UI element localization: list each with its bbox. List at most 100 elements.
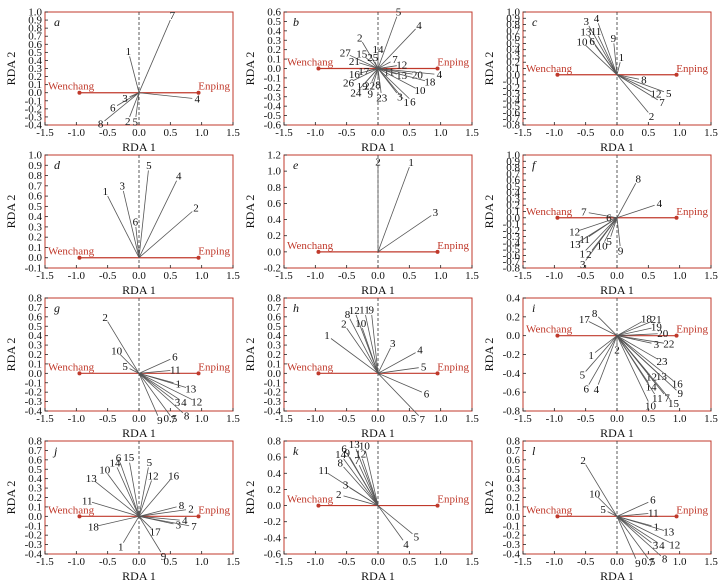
species-vector xyxy=(588,212,618,219)
species-vector xyxy=(616,516,662,557)
species-vector xyxy=(138,480,152,517)
site-label: Wenchang xyxy=(526,206,573,218)
species-label: 18 xyxy=(88,521,100,533)
y-tick-label: 0.8 xyxy=(506,436,520,448)
species-vector xyxy=(616,515,665,531)
species-vector xyxy=(365,56,379,69)
site-point xyxy=(674,514,679,519)
x-tick-label: 1.0 xyxy=(195,413,209,425)
y-tick-label: 0.8 xyxy=(506,19,520,31)
species-vector xyxy=(616,515,671,544)
y-tick-label: -0.4 xyxy=(25,120,43,132)
y-tick-label: 0.5 xyxy=(506,181,520,193)
y-tick-label: 1.2 xyxy=(267,150,281,162)
panel-letter: c xyxy=(532,15,538,29)
site-point xyxy=(316,503,321,508)
x-tick-label: -0.5 xyxy=(338,270,356,282)
y-tick-label: 0.4 xyxy=(28,473,42,485)
y-tick-label: -0.2 xyxy=(503,530,520,542)
species-label: 4 xyxy=(194,93,200,105)
species-label: 6 xyxy=(606,212,612,224)
panel-letter: j xyxy=(52,444,58,458)
species-label: 12 xyxy=(355,449,366,461)
species-label: 8 xyxy=(98,119,104,131)
y-tick-label: -0.3 xyxy=(25,396,43,408)
species-vector xyxy=(355,448,379,506)
x-tick-label: -1.0 xyxy=(546,270,564,282)
species-vector xyxy=(107,195,140,258)
site-label: Wenchang xyxy=(287,240,334,252)
species-vector xyxy=(129,92,140,118)
panel-k: -1.5 -1.0 -0.5 0.0 0.5 1.0 1.5 -0.6 -0.4 -0.2 0.0 0… xyxy=(243,436,479,584)
species-vector xyxy=(138,506,177,517)
species-label: 11 xyxy=(384,66,395,78)
species-label: 1 xyxy=(408,157,414,169)
y-tick-label: 0.4 xyxy=(506,473,520,485)
site-label: Enping xyxy=(198,361,230,373)
y-tick-label: 0.0 xyxy=(267,63,281,75)
y-tick-label: 0.8 xyxy=(506,162,520,174)
x-axis-label: RDA 1 xyxy=(122,426,156,440)
species-vector xyxy=(349,54,379,69)
species-label: 22 xyxy=(364,81,375,93)
x-tick-label: 0.0 xyxy=(610,556,624,568)
y-tick-label: -0.2 xyxy=(264,387,281,399)
species-label: 7 xyxy=(354,455,360,467)
species-vector xyxy=(616,62,621,75)
site-point xyxy=(435,249,440,254)
y-tick-label: 0.0 xyxy=(506,212,520,224)
species-label: 13 xyxy=(349,439,361,451)
species-label: 5 xyxy=(132,116,138,128)
species-label: 8 xyxy=(641,75,647,87)
y-tick-label: 0.2 xyxy=(506,200,520,212)
panel-f: -1.5 -1.0 -0.5 0.0 0.5 1.0 1.5-0.8-0.7-0.6-0.5… xyxy=(482,150,718,298)
x-tick-label: 0.5 xyxy=(163,413,177,425)
species-label: 24 xyxy=(350,87,362,99)
panel-letter: f xyxy=(532,158,537,172)
y-tick-label: 0.7 xyxy=(506,25,520,37)
species-label: 15 xyxy=(356,48,368,60)
species-label: 4 xyxy=(417,345,423,357)
species-label: 11 xyxy=(359,305,370,317)
y-tick-label: 0.2 xyxy=(28,71,42,83)
y-tick-label: 0.4 xyxy=(506,293,520,305)
x-axis-label: RDA 1 xyxy=(361,283,395,297)
y-tick-label: 0.6 xyxy=(267,198,281,210)
y-axis-label: RDA 2 xyxy=(243,481,257,515)
species-vector xyxy=(138,19,171,93)
species-label: 10 xyxy=(597,241,609,253)
species-label: 5 xyxy=(421,361,427,373)
y-tick-label: -0.2 xyxy=(264,82,281,94)
x-tick-label: 1.5 xyxy=(465,127,479,139)
species-vector xyxy=(597,316,618,336)
x-tick-label: 1.5 xyxy=(704,270,718,282)
site-label: Wenchang xyxy=(287,494,334,506)
species-label: 14 xyxy=(110,457,122,469)
species-label: 14 xyxy=(373,44,385,56)
species-label: 11 xyxy=(82,495,93,507)
species-vector xyxy=(604,217,618,242)
species-vector xyxy=(371,68,379,90)
species-vector xyxy=(107,473,140,517)
x-tick-label: 1.0 xyxy=(434,270,448,282)
y-tick-label: 0.6 xyxy=(506,32,520,44)
species-vector xyxy=(377,68,410,99)
panel-b: -1.5 -1.0 -0.5 0.0 0.5 1.0 1.5-0.6-0.5-0.4-0.3… xyxy=(243,7,479,155)
species-vector xyxy=(122,516,140,543)
x-tick-label: 1.5 xyxy=(704,413,718,425)
species-label: 8 xyxy=(635,173,641,185)
species-vector xyxy=(138,92,193,99)
panel-letter: h xyxy=(293,301,299,315)
y-tick-label: 0.8 xyxy=(267,293,281,305)
x-tick-label: -0.5 xyxy=(577,556,595,568)
species-label: 2 xyxy=(649,111,655,123)
species-label: 6 xyxy=(589,36,595,48)
y-tick-label: -0.1 xyxy=(264,72,281,84)
x-tick-label: 0.5 xyxy=(163,127,177,139)
y-tick-label: 0.2 xyxy=(506,311,520,323)
y-tick-label: 0.1 xyxy=(506,63,520,75)
y-tick-label: -0.4 xyxy=(503,94,521,106)
species-vector xyxy=(343,458,379,506)
y-tick-label: -0.1 xyxy=(503,76,520,88)
x-tick-label: 0.0 xyxy=(371,270,385,282)
